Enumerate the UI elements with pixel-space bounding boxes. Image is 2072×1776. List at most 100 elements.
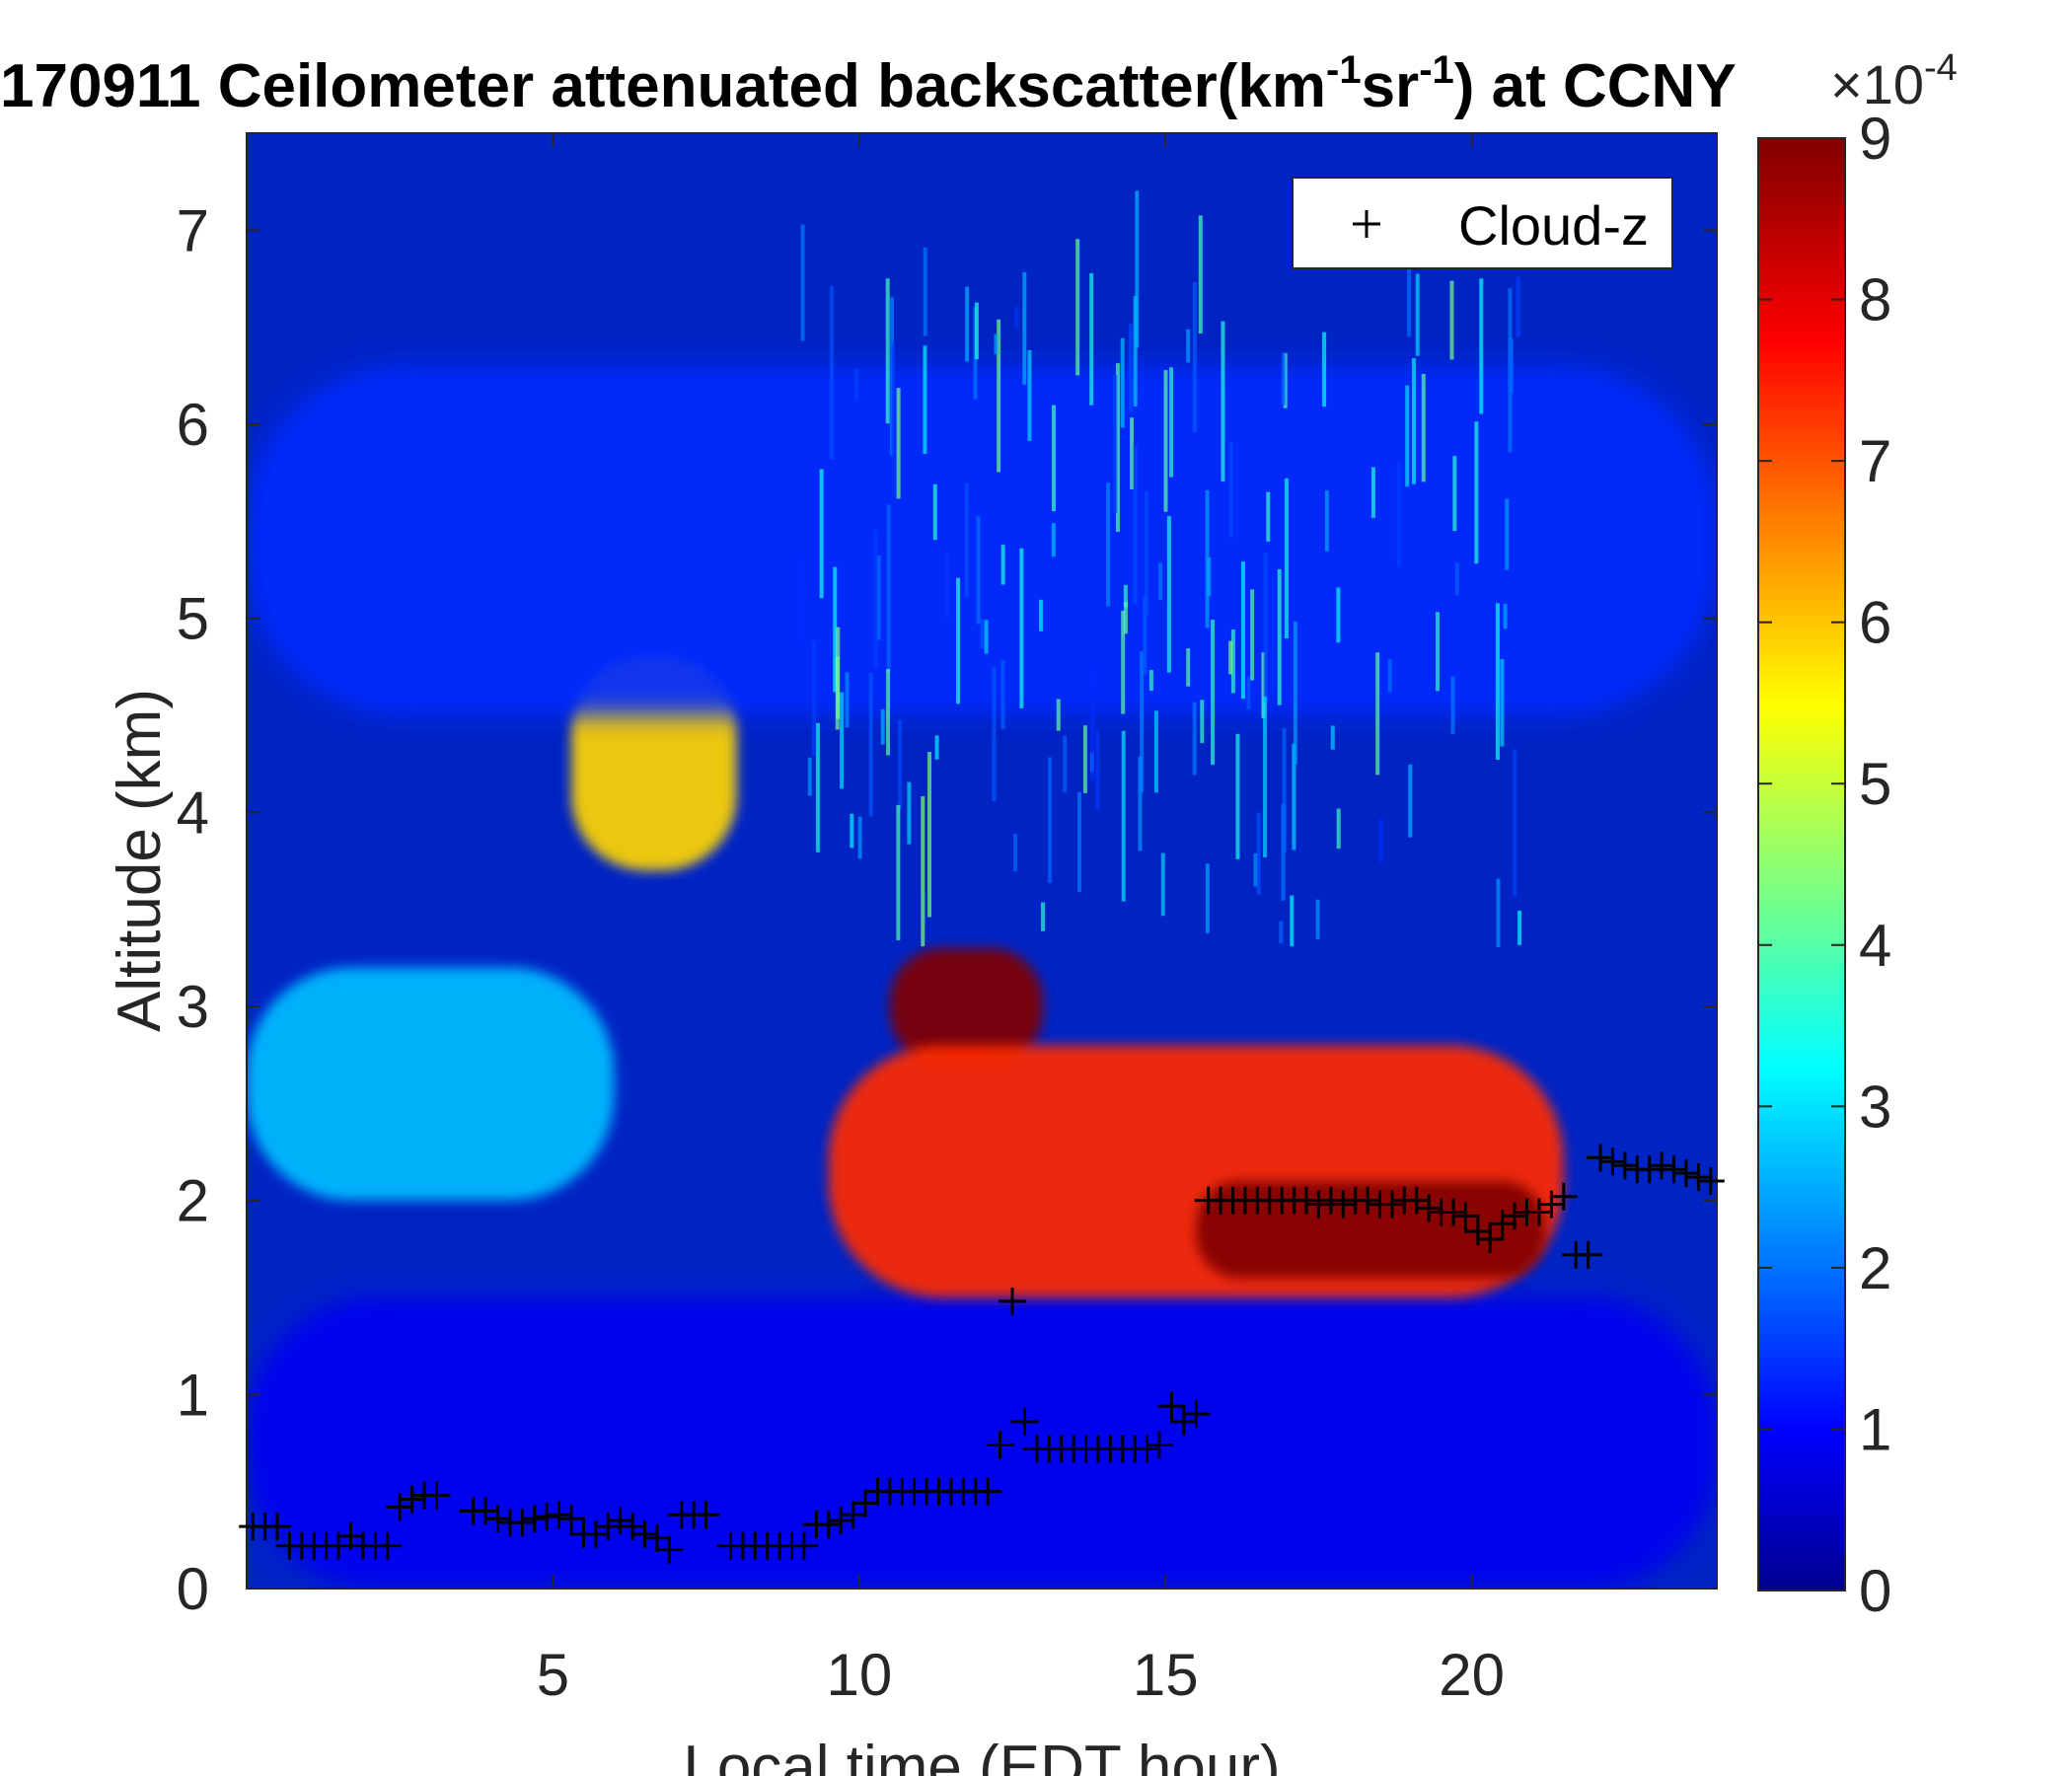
backscatter-streak <box>833 566 838 693</box>
backscatter-streak <box>835 656 840 730</box>
backscatter-streak <box>1128 324 1133 412</box>
backscatter-streak <box>923 345 927 455</box>
backscatter-streak <box>1292 743 1296 851</box>
backscatter-streak <box>932 483 937 541</box>
cloudz-marker <box>1451 1202 1480 1230</box>
cloudz-marker <box>606 1507 634 1535</box>
cloudz-marker <box>594 1513 623 1541</box>
cloudz-marker <box>814 1511 843 1539</box>
backscatter-streak <box>1336 587 1341 643</box>
colorbar-tick-label: 2 <box>1859 1235 1891 1301</box>
cloudz-marker <box>789 1531 818 1560</box>
backscatter-streak <box>1256 812 1261 895</box>
cloudz-marker <box>483 1505 512 1533</box>
cloudz-marker <box>1133 1435 1161 1463</box>
backscatter-streak <box>1513 749 1517 897</box>
cloudz-marker <box>1440 1198 1468 1226</box>
y-tick-label: 5 <box>177 586 209 652</box>
cloudz-marker <box>1182 1400 1211 1428</box>
backscatter-streak <box>797 555 802 646</box>
heatmap-feature <box>889 948 1044 1065</box>
backscatter-streak <box>840 692 845 789</box>
backscatter-streak <box>868 672 873 817</box>
cloudz-marker <box>1329 1190 1358 1219</box>
cloudz-marker <box>1354 1186 1382 1215</box>
backscatter-streak <box>1121 611 1126 714</box>
legend-marker <box>1353 210 1380 238</box>
backscatter-streak <box>1095 729 1100 810</box>
cloudz-marker <box>1010 1407 1039 1436</box>
heatmap-feature <box>247 1297 1717 1589</box>
y-tick-label: 4 <box>177 779 209 846</box>
backscatter-streak <box>992 666 997 802</box>
backscatter-streak <box>898 719 903 810</box>
backscatter-streak <box>1510 338 1515 394</box>
backscatter-streak <box>1450 676 1455 735</box>
cloudz-marker <box>1476 1225 1505 1253</box>
backscatter-streak <box>845 672 850 728</box>
backscatter-streak <box>1048 757 1053 884</box>
cloudz-marker <box>533 1503 561 1531</box>
backscatter-streak <box>1449 280 1454 360</box>
backscatter-streak <box>1038 599 1043 631</box>
backscatter-streak <box>1186 648 1191 687</box>
colorbar-tick-label: 0 <box>1859 1558 1891 1624</box>
heatmap-streaks <box>797 190 1522 947</box>
cloudz-marker <box>1671 1159 1700 1188</box>
backscatter-streak <box>1266 491 1271 542</box>
backscatter-streak <box>1133 445 1138 605</box>
cloudz-marker <box>263 1513 292 1541</box>
backscatter-streak <box>907 781 912 845</box>
cloudz-marker <box>1549 1182 1578 1211</box>
backscatter-streak <box>1263 552 1268 703</box>
backscatter-streak <box>1228 640 1233 675</box>
cloudz-marker <box>1684 1163 1713 1192</box>
backscatter-streak <box>1378 818 1383 864</box>
colorbar-tick-label: 9 <box>1859 106 1891 172</box>
backscatter-streak <box>927 752 932 918</box>
y-tick-label: 1 <box>177 1362 209 1428</box>
backscatter-streak <box>1192 702 1197 776</box>
colorbar-tick-label: 3 <box>1859 1073 1891 1140</box>
backscatter-streak <box>1090 668 1095 780</box>
backscatter-streak <box>1106 482 1111 607</box>
backscatter-streak <box>1113 374 1118 513</box>
backscatter-streak <box>934 735 939 760</box>
backscatter-streak <box>1051 405 1056 512</box>
backscatter-streak <box>886 504 891 673</box>
backscatter-streak <box>923 247 927 336</box>
cloudz-marker <box>520 1505 549 1533</box>
backscatter-streak <box>976 516 981 625</box>
legend: Cloud-z <box>1292 177 1673 269</box>
backscatter-streak <box>1452 456 1457 532</box>
backscatter-streak <box>1089 272 1094 406</box>
backscatter-streak <box>1123 584 1128 608</box>
backscatter-streak <box>1163 370 1168 512</box>
backscatter-streak <box>1158 562 1163 601</box>
backscatter-streak <box>980 618 985 649</box>
colorbar-tick-label: 6 <box>1859 590 1891 656</box>
backscatter-streak <box>1396 463 1401 567</box>
backscatter-streak <box>1041 902 1046 931</box>
colorbar-tick-label: 4 <box>1859 913 1891 979</box>
backscatter-streak <box>964 482 969 598</box>
backscatter-streak <box>1516 276 1520 337</box>
backscatter-streak <box>944 552 949 621</box>
cloudz-series <box>239 1144 1725 1564</box>
backscatter-streak <box>1315 899 1320 939</box>
cloudz-marker <box>1610 1151 1639 1180</box>
cloudz-marker <box>1696 1167 1725 1195</box>
colorbar-tick-label: 8 <box>1859 267 1891 333</box>
backscatter-streak <box>1322 332 1327 407</box>
backscatter-streak <box>1324 489 1329 552</box>
backscatter-streak <box>1436 612 1441 692</box>
backscatter-streak <box>1200 700 1205 744</box>
backscatter-streak <box>1261 652 1266 718</box>
backscatter-streak <box>1166 516 1171 673</box>
cloudz-marker <box>1660 1155 1688 1184</box>
backscatter-streak <box>807 757 812 796</box>
backscatter-streak <box>1135 190 1140 348</box>
colorbar-gradient <box>1757 137 1846 1591</box>
backscatter-streak <box>891 343 896 496</box>
x-axis-label: Local time (EDT hour) <box>683 1734 1280 1776</box>
